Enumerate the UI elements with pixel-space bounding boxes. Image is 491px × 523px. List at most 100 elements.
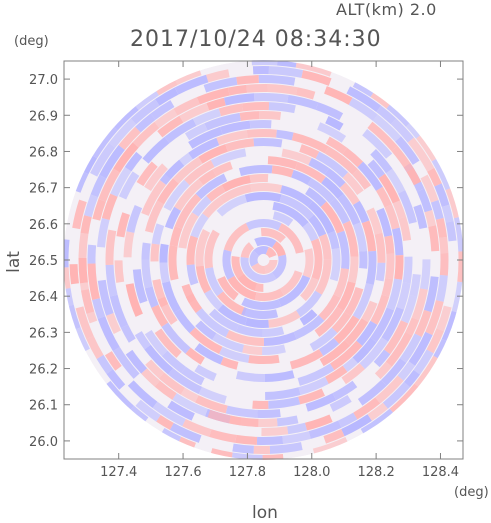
field-patch	[123, 231, 135, 258]
field-patch	[305, 187, 327, 207]
field-patch	[419, 259, 431, 290]
field-patch	[423, 276, 439, 313]
field-patch	[195, 229, 211, 267]
field-patch	[174, 193, 202, 229]
field-patch	[97, 316, 120, 352]
field-patch	[324, 86, 353, 105]
field-patch	[298, 376, 329, 396]
field-patch	[435, 274, 448, 302]
field-patch	[265, 247, 277, 258]
field-patch	[218, 103, 244, 117]
x-tick-label: 128.2	[358, 465, 395, 480]
field-patch	[261, 426, 289, 437]
field-patch	[278, 223, 304, 254]
field-patch	[304, 414, 333, 431]
field-patch	[118, 126, 141, 151]
field-patch	[157, 115, 184, 138]
field-patch	[198, 386, 227, 404]
field-patch	[268, 396, 301, 409]
field-patch	[206, 97, 226, 111]
field-patch	[329, 248, 341, 282]
field-patch	[420, 174, 439, 203]
field-patch	[104, 351, 122, 371]
field-patch	[240, 417, 278, 427]
field-patch	[308, 420, 342, 439]
field-patch	[367, 121, 398, 152]
field-patch	[194, 364, 217, 382]
field-patch	[398, 190, 417, 224]
field-patch	[325, 136, 348, 155]
field-patch	[383, 320, 409, 355]
field-patch	[159, 159, 185, 185]
field-patch	[235, 324, 263, 337]
field-patch	[308, 214, 327, 237]
field-patch	[319, 340, 351, 367]
field-patch	[382, 381, 411, 409]
y-tick-label: 26.5	[29, 254, 58, 269]
x-tick-label: 128.0	[293, 465, 330, 480]
field-patch	[158, 372, 185, 395]
field-patch	[78, 232, 89, 258]
field-patch	[178, 212, 199, 249]
field-patch	[167, 400, 195, 421]
field-patch	[294, 161, 326, 184]
field-patch	[173, 308, 196, 334]
field-patch	[78, 257, 88, 284]
field-patch	[248, 354, 280, 364]
field-patch	[162, 281, 181, 313]
field-patch	[155, 87, 179, 106]
field-patch	[217, 304, 248, 326]
y-tick-label: 26.9	[29, 109, 58, 124]
field-patch	[331, 311, 352, 334]
field-patch	[124, 151, 143, 172]
field-patch	[389, 383, 421, 415]
field-patch	[63, 267, 71, 290]
field-patch	[435, 217, 448, 238]
field-patch	[395, 136, 420, 165]
field-patch	[222, 249, 235, 280]
field-patch	[445, 221, 457, 242]
field-patch	[360, 408, 395, 436]
field-patch	[133, 88, 159, 111]
field-patch	[416, 133, 439, 162]
field-patch	[391, 227, 404, 256]
field-patch	[253, 246, 269, 256]
field-patch	[375, 375, 404, 404]
field-patch	[105, 229, 117, 265]
field-patch	[333, 268, 350, 298]
field-patch	[385, 253, 395, 280]
field-patch	[63, 239, 70, 268]
field-patch	[188, 126, 223, 149]
field-patch	[406, 167, 422, 186]
field-patch	[109, 294, 129, 329]
field-patch	[310, 238, 323, 280]
field-patch	[118, 171, 140, 200]
field-patch	[164, 206, 182, 230]
y-tick-label: 27.0	[29, 73, 58, 88]
field-patch	[130, 99, 160, 125]
field-patch	[394, 255, 404, 280]
field-patch	[208, 308, 239, 332]
field-patch	[267, 156, 298, 170]
field-patch	[399, 333, 422, 363]
field-patch	[370, 294, 390, 325]
field-patch	[135, 113, 156, 133]
field-patch	[332, 380, 358, 401]
field-patch	[210, 148, 247, 168]
field-patch	[289, 349, 324, 370]
field-patch	[185, 293, 203, 314]
field-patch	[375, 262, 386, 282]
field-patch	[356, 320, 378, 346]
field-patch	[405, 317, 420, 336]
field-patch	[271, 165, 294, 178]
field-patch	[216, 130, 248, 146]
field-patch	[87, 263, 100, 300]
field-patch	[353, 397, 381, 420]
field-patch	[325, 365, 348, 384]
field-patch	[434, 183, 450, 207]
field-patch	[342, 220, 359, 257]
field-patch	[156, 178, 179, 205]
field-patch	[342, 147, 364, 168]
field-patch	[99, 145, 125, 179]
field-patch	[342, 172, 364, 195]
